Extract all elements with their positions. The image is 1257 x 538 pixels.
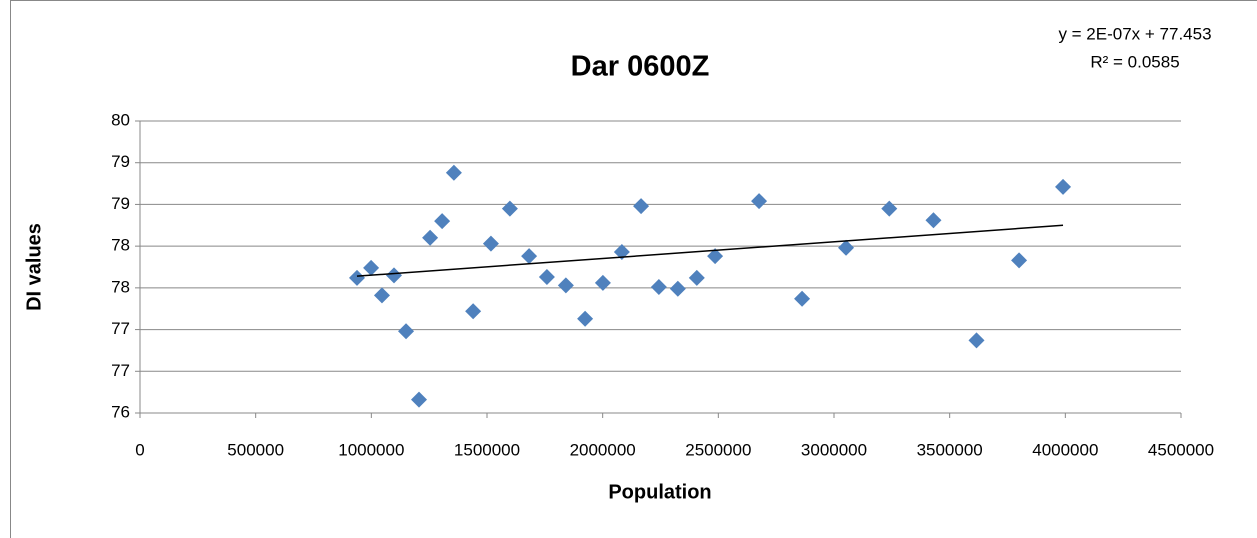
point [538, 269, 555, 286]
point [445, 164, 462, 181]
point [613, 243, 630, 260]
point [688, 269, 705, 286]
point [386, 267, 403, 284]
point [465, 303, 482, 320]
point [410, 391, 427, 408]
x-tick-label: 1000000 [338, 440, 404, 459]
point [482, 235, 499, 252]
point [557, 277, 574, 294]
point [968, 332, 985, 349]
y-tick-label: 77 [111, 361, 130, 380]
point [794, 290, 811, 307]
point [925, 212, 942, 229]
trendline [356, 224, 1064, 277]
point [838, 239, 855, 256]
point [669, 280, 686, 297]
x-tick-label: 0 [135, 440, 144, 459]
x-tick-label: 4000000 [1032, 440, 1098, 459]
y-tick-label: 80 [111, 110, 130, 129]
point [881, 200, 898, 217]
y-axis-label: DI values [23, 223, 45, 311]
point [633, 198, 650, 215]
x-tick-label: 3000000 [801, 440, 867, 459]
y-tick-label: 78 [111, 277, 130, 296]
x-axis-label: Population [608, 481, 711, 503]
y-tick-label: 78 [111, 236, 130, 255]
point [707, 248, 724, 265]
trend-equation: y = 2E-07x + 77.453 [1058, 24, 1211, 43]
point [398, 323, 415, 340]
point [650, 279, 667, 296]
point [348, 269, 365, 286]
point [434, 213, 451, 230]
y-tick-label: 79 [111, 152, 130, 171]
point [501, 200, 518, 217]
x-tick-label: 500000 [227, 440, 284, 459]
x-tick-label: 2000000 [570, 440, 636, 459]
x-tick-label: 1500000 [454, 440, 520, 459]
point [422, 229, 439, 246]
point [594, 274, 611, 291]
point [373, 287, 390, 304]
y-tick-label: 76 [111, 402, 130, 421]
trend-r2: R² = 0.0585 [1090, 52, 1179, 71]
chart-title: Dar 0600Z [571, 51, 710, 83]
x-tick-label: 2500000 [685, 440, 751, 459]
y-tick-label: 79 [111, 194, 130, 213]
point [1011, 252, 1028, 269]
chart-border [10, 0, 1257, 538]
y-tick-label: 77 [111, 319, 130, 338]
point [577, 310, 594, 327]
point [363, 259, 380, 276]
point [521, 248, 538, 265]
x-tick-label: 4500000 [1148, 440, 1214, 459]
point [751, 193, 768, 210]
point [1055, 178, 1072, 195]
x-tick-label: 3500000 [917, 440, 983, 459]
